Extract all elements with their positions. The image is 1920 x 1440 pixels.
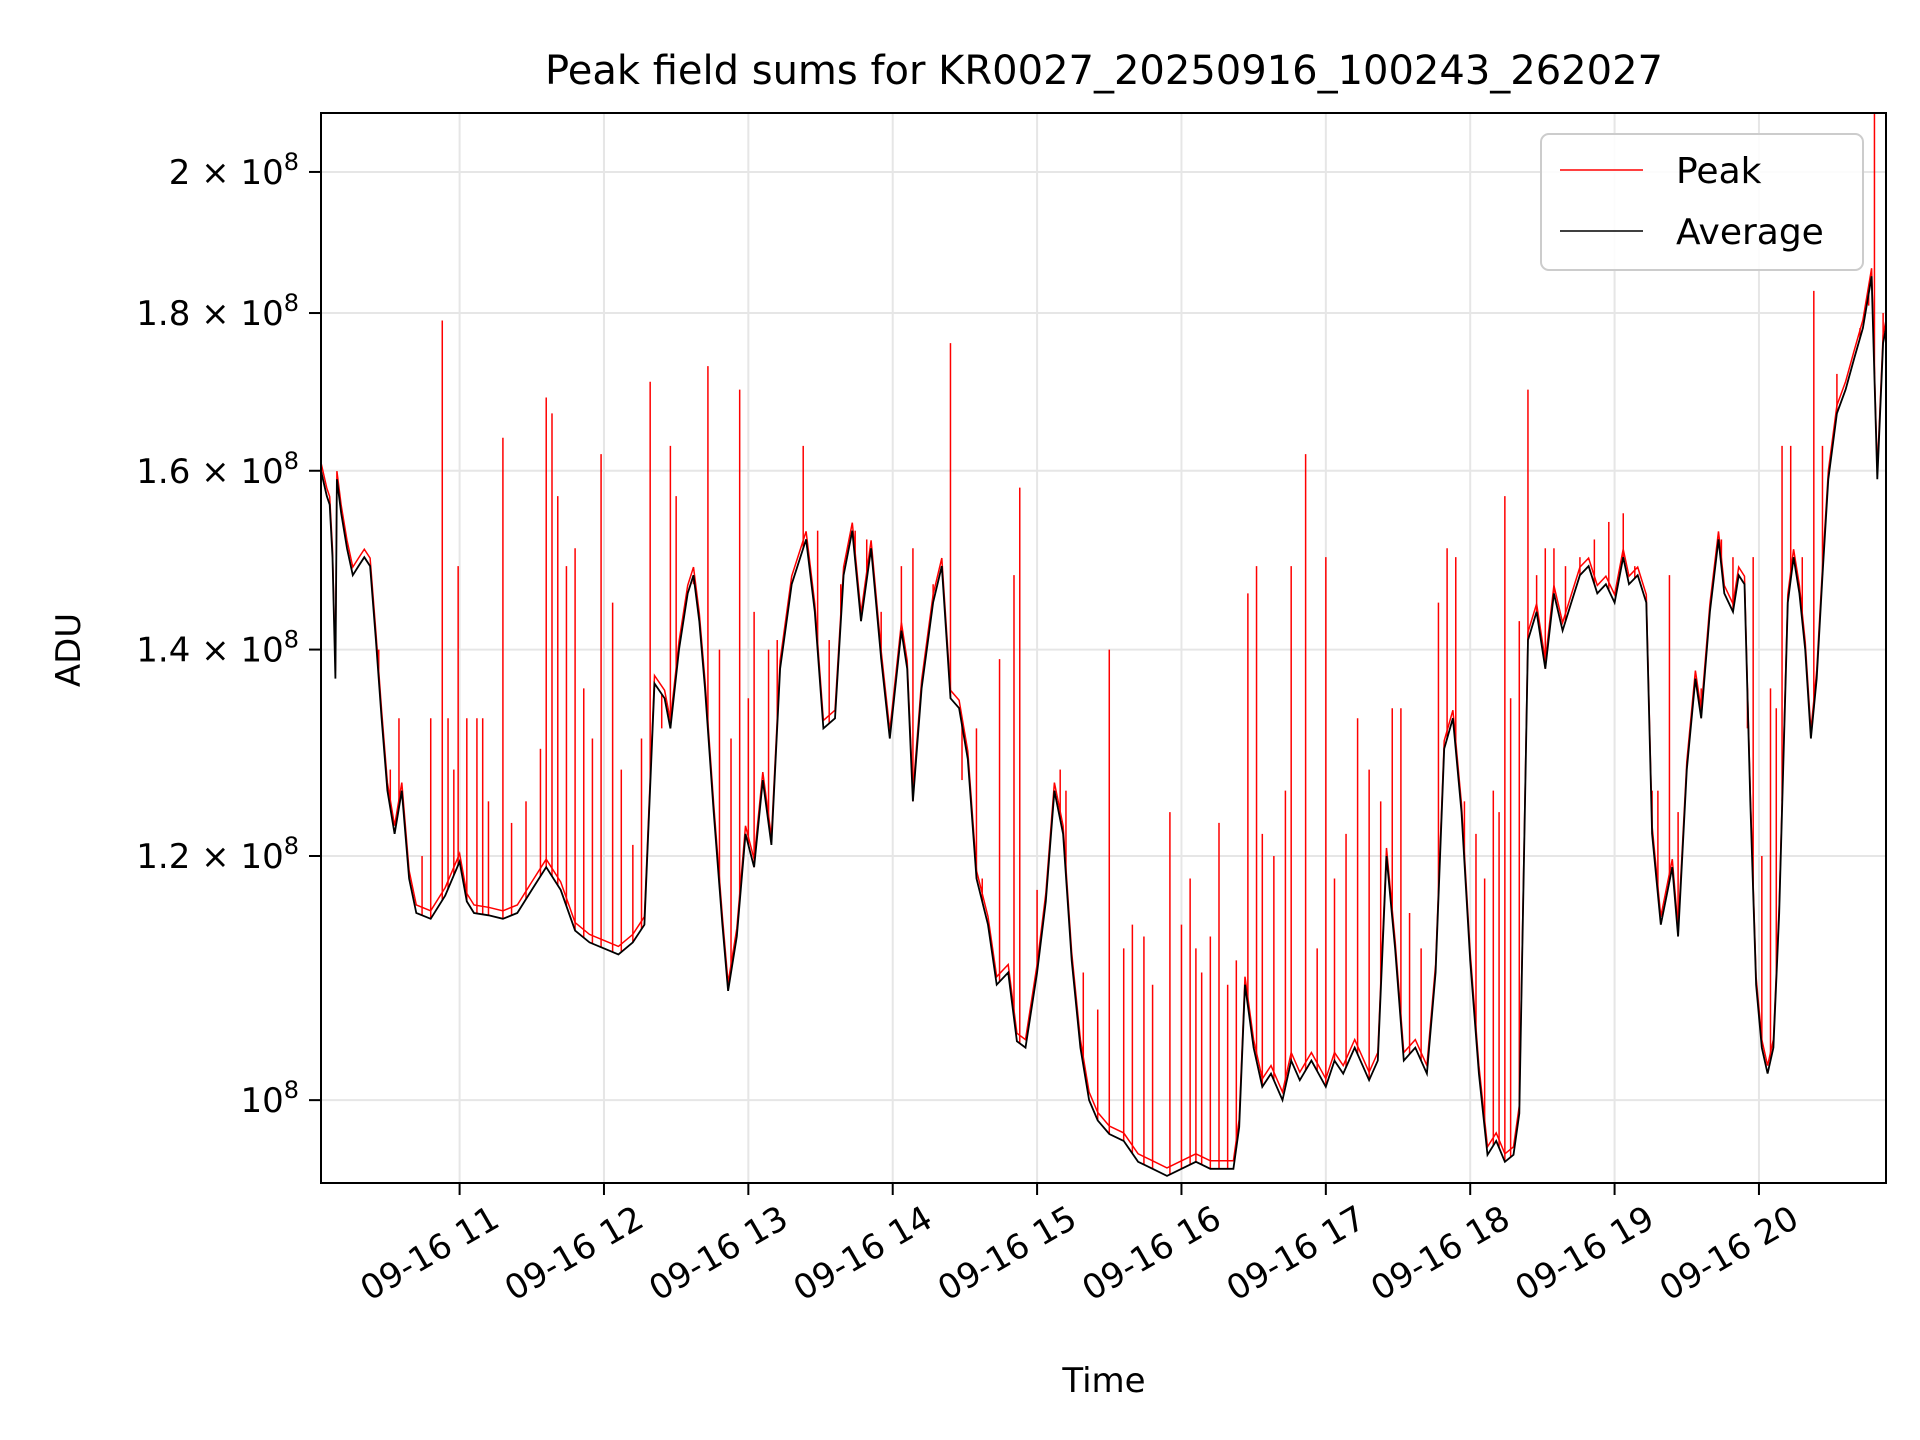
y-tick-label: 2 × 108 — [169, 148, 299, 193]
legend-label-average: Average — [1676, 212, 1824, 253]
y-axis-ticks: 108 1.2 × 108 1.4 × 108 1.6 × 108 1.8 × 108 2… — [136, 148, 321, 1121]
legend-label-peak: Peak — [1676, 151, 1762, 192]
legend: Peak Average — [1540, 133, 1864, 271]
average-series-line — [321, 276, 1886, 1177]
plot-frame — [320, 112, 1887, 1184]
y-axis-label: ADU — [49, 613, 89, 687]
y-tick-label: 1.6 × 108 — [136, 447, 299, 492]
y-tick-label: 1.4 × 108 — [136, 626, 299, 671]
x-axis-label: Time — [1061, 1361, 1145, 1401]
y-tick-label: 1.8 × 108 — [136, 289, 299, 334]
series-layer — [321, 113, 1886, 1177]
legend-box — [1540, 133, 1864, 271]
chart-title: Peak field sums for KR0027_20250916_1002… — [545, 48, 1663, 94]
y-tick-label: 1.2 × 108 — [136, 832, 299, 877]
y-tick-label: 108 — [240, 1076, 299, 1121]
gridlines — [321, 113, 1886, 1183]
